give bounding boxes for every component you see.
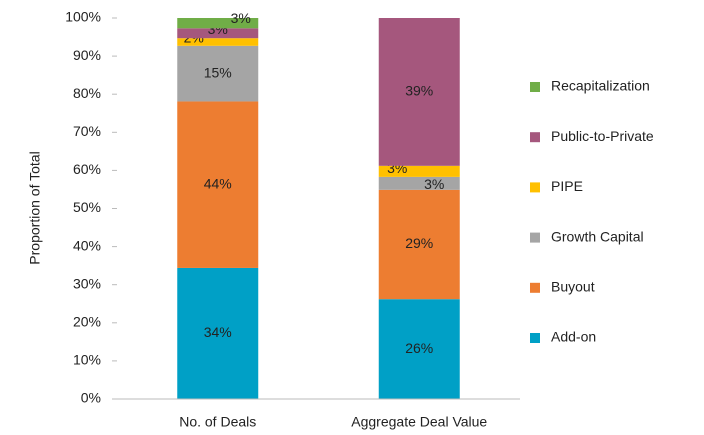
- y-axis-label: Proportion of Total: [27, 151, 43, 264]
- bar-segment: [378, 189, 460, 300]
- data-label: 26%: [405, 340, 433, 356]
- bar-segment: [177, 38, 259, 46]
- bar-segment: [177, 18, 259, 29]
- bar-segment: [177, 45, 259, 102]
- legend-label: Buyout: [551, 279, 595, 295]
- data-label: 34%: [204, 324, 232, 340]
- legend-label: Add-on: [551, 329, 596, 345]
- legend-label: PIPE: [551, 178, 583, 194]
- y-tick-label: 100%: [65, 9, 101, 25]
- bar-segment: [177, 101, 259, 268]
- y-tick-label: 70%: [73, 123, 101, 139]
- y-tick-label: 20%: [73, 314, 101, 330]
- x-tick-label: No. of Deals: [179, 414, 256, 430]
- y-tick-label: 80%: [73, 85, 101, 101]
- legend-label: Recapitalization: [551, 78, 650, 94]
- data-label: 3%: [424, 176, 444, 192]
- bar-segment: [177, 28, 259, 39]
- bar-segment: [378, 299, 460, 399]
- data-label: 39%: [405, 83, 433, 99]
- legend-label: Growth Capital: [551, 228, 644, 244]
- bar-segment: [378, 18, 460, 166]
- y-tick-label: 90%: [73, 47, 101, 63]
- bar-segment: [378, 165, 460, 177]
- legend-swatch: [530, 333, 540, 343]
- legend-swatch: [530, 232, 540, 243]
- y-tick-label: 0%: [81, 390, 101, 406]
- y-tick-label: 50%: [73, 199, 101, 215]
- legend-swatch: [530, 282, 540, 293]
- data-label: 15%: [204, 64, 232, 80]
- bar-segment: [177, 267, 259, 399]
- y-tick-label: 60%: [73, 161, 101, 177]
- bar-segment: [378, 176, 460, 190]
- legend-label: Public-to-Private: [551, 128, 654, 144]
- data-label: 3%: [231, 10, 251, 26]
- legend-swatch: [530, 182, 540, 193]
- legend-swatch: [530, 132, 540, 143]
- data-label: 44%: [204, 175, 232, 191]
- x-tick-label: Aggregate Deal Value: [351, 414, 487, 430]
- y-tick-label: 10%: [73, 352, 101, 368]
- y-tick-label: 30%: [73, 275, 101, 291]
- y-tick-label: 40%: [73, 237, 101, 253]
- legend-swatch: [530, 82, 540, 92]
- data-label: 29%: [405, 235, 433, 251]
